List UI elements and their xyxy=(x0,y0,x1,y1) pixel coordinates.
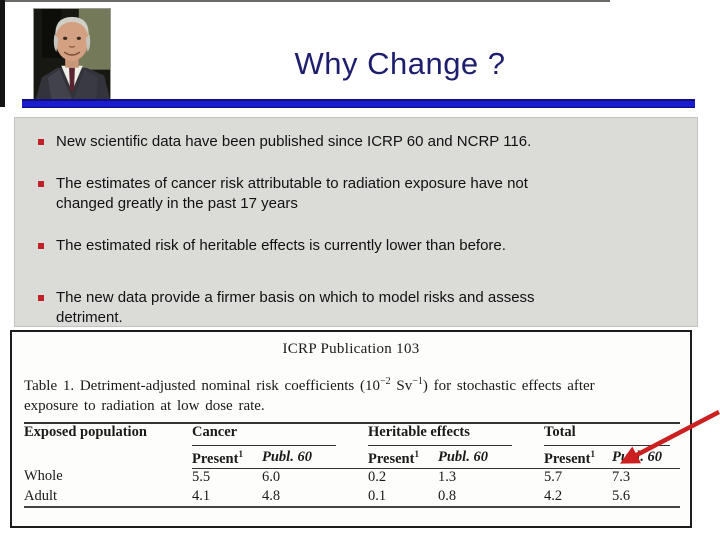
cell-value: 4.1 xyxy=(192,487,262,508)
group-header-total: Total xyxy=(544,422,681,449)
subheader-total-present: Present1 xyxy=(544,449,613,469)
bullet-line: The estimates of cancer risk attributabl… xyxy=(56,175,528,192)
bullet-line: New scientific data have been published … xyxy=(56,133,532,150)
cell-value: 0.1 xyxy=(368,487,438,508)
subheader-heritable-present: Present1 xyxy=(368,449,438,469)
bullet-line: The estimated risk of heritable effects … xyxy=(56,237,506,254)
bullet-line: changed greatly in the past 17 years xyxy=(56,195,298,212)
bullet-square-icon xyxy=(38,295,44,301)
risk-coefficients-table: Exposed population Cancer Heritable effe… xyxy=(24,421,681,508)
slide-left-edge xyxy=(0,0,5,107)
presenter-photo-graphic xyxy=(34,9,110,99)
slide-top-edge xyxy=(0,0,610,2)
table-row-whole: Whole 5.5 6.0 0.2 1.3 5.7 7.3 xyxy=(24,468,680,488)
caption-line-2: exposure to radiation at low dose rate. xyxy=(24,398,265,414)
title-divider-bar xyxy=(22,99,695,108)
table-caption: Table 1. Detriment-adjusted nominal risk… xyxy=(24,372,676,416)
bullet-item-1: New scientific data have been published … xyxy=(38,132,687,152)
cell-value: 5.6 xyxy=(612,487,681,508)
group-spacer xyxy=(346,449,368,469)
cell-value: 6.0 xyxy=(262,468,281,485)
group-spacer xyxy=(346,468,368,488)
table-row-adult: Adult 4.1 4.8 0.1 0.8 4.2 5.6 xyxy=(24,487,681,508)
icrp-table-figure: ICRP Publication 103 Table 1. Detriment-… xyxy=(10,330,692,528)
row-label: Adult xyxy=(24,487,192,508)
cell-value: 5.7 xyxy=(544,468,563,485)
group-spacer xyxy=(522,422,545,449)
figure-heading: ICRP Publication 103 xyxy=(282,341,420,357)
group-header-heritable: Heritable effects xyxy=(368,422,523,449)
cell-value: 0.2 xyxy=(368,468,387,485)
group-header-cancer: Cancer xyxy=(192,422,346,449)
cell-value: 1.3 xyxy=(438,468,457,485)
cell-value: 4.8 xyxy=(262,487,346,508)
subheader-cancer-present: Present1 xyxy=(192,449,262,469)
bullet-square-icon xyxy=(38,243,44,249)
bullet-item-4: The new data provide a firmer basis on w… xyxy=(38,288,687,328)
bullet-line: detriment. xyxy=(56,309,123,326)
subheader-heritable-publ60: Publ. 60 xyxy=(438,449,523,469)
subheader-total-publ60: Publ. 60 xyxy=(612,449,681,469)
cell-value: 4.2 xyxy=(544,487,613,508)
group-spacer xyxy=(522,487,545,508)
slide-title: Why Change ? xyxy=(294,46,506,81)
group-spacer xyxy=(522,449,545,469)
bullet-item-3: The estimated risk of heritable effects … xyxy=(38,236,687,256)
cell-value: 5.5 xyxy=(192,468,211,485)
row-label: Whole xyxy=(24,468,63,485)
cell-value: 7.3 xyxy=(612,468,631,485)
caption-line-1: Table 1. Detriment-adjusted nominal risk… xyxy=(24,376,595,394)
group-spacer xyxy=(522,468,544,488)
exposed-population-header: Exposed population xyxy=(24,421,192,469)
group-spacer xyxy=(346,422,368,449)
presenter-photo xyxy=(33,8,111,100)
bullet-square-icon xyxy=(38,181,44,187)
bullet-square-icon xyxy=(38,139,44,145)
bullet-item-2: The estimates of cancer risk attributabl… xyxy=(38,174,687,214)
bullet-line: The new data provide a firmer basis on w… xyxy=(56,289,535,306)
subheader-cancer-publ60: Publ. 60 xyxy=(262,449,346,469)
cell-value: 0.8 xyxy=(438,487,523,508)
bullet-list: New scientific data have been published … xyxy=(14,117,698,327)
group-spacer xyxy=(346,487,368,508)
